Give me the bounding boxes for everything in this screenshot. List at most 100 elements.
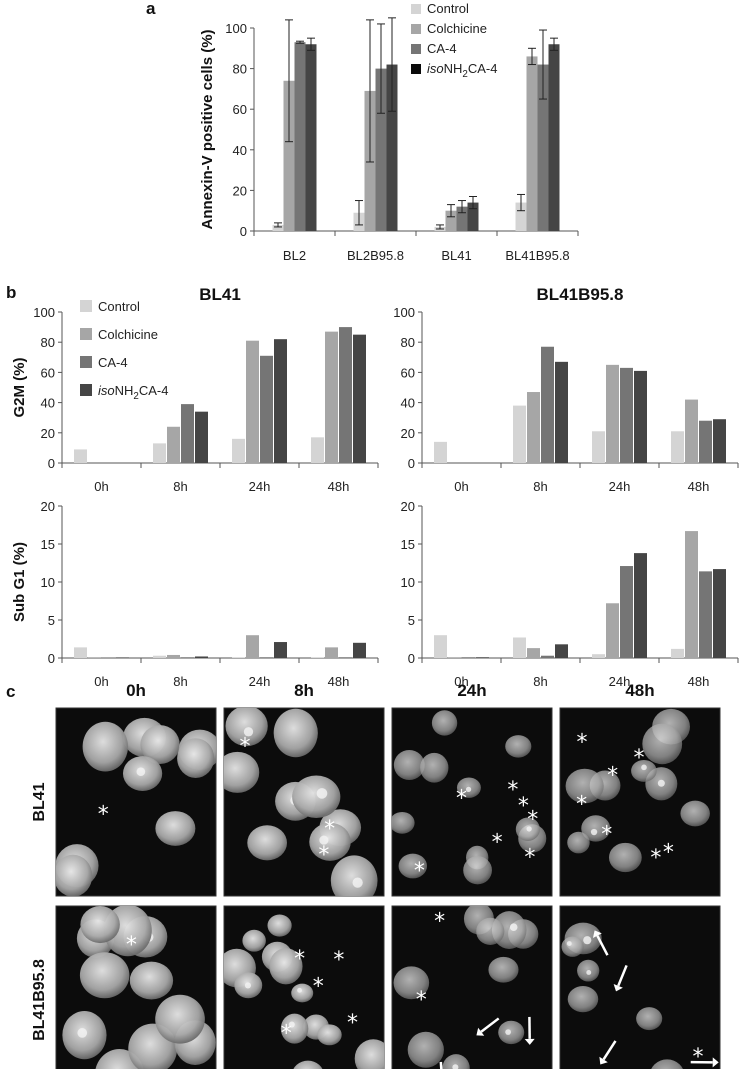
arrow-head <box>712 1057 719 1068</box>
cell-nucleus <box>79 952 130 999</box>
y-tick-label: 5 <box>48 613 55 628</box>
x-tick-label: 8h <box>173 479 187 494</box>
cell-nucleus <box>292 775 341 819</box>
cell-nucleus <box>80 906 120 944</box>
bar <box>434 441 447 463</box>
legend-swatch <box>80 356 92 368</box>
chart-g2m-bl41: 0 20 40 60 80 100 0h 8h 24h 48h BL41 G2M (%) <box>11 285 379 494</box>
asterisk-marker: * <box>524 846 535 871</box>
asterisk-marker: * <box>576 793 587 818</box>
y-tick-label: 20 <box>41 499 55 514</box>
x-tick-label: 48h <box>328 674 350 689</box>
legend-swatch <box>80 328 92 340</box>
asterisk-marker: * <box>492 831 503 856</box>
nucleolus <box>641 764 647 771</box>
y-tick-label: 0 <box>408 456 415 471</box>
bar <box>181 404 194 463</box>
asterisk-marker: * <box>281 1021 292 1046</box>
nucleolus <box>244 982 252 989</box>
x-tick-label: BL2 <box>283 248 306 263</box>
asterisk-marker: * <box>333 948 344 973</box>
y-tick-label: 40 <box>41 396 55 411</box>
panel-letter-a: a <box>146 0 156 18</box>
cell-nucleus <box>505 735 532 758</box>
nucleolus <box>526 826 532 832</box>
arrow-marker <box>602 1040 617 1061</box>
y-tick-label: 60 <box>401 365 415 380</box>
chart-title: BL41 <box>199 285 241 304</box>
y-tick-label: 100 <box>225 21 247 36</box>
bar <box>274 642 287 658</box>
cell-nucleus <box>309 822 351 861</box>
legend-label: Colchicine <box>427 21 487 36</box>
bar <box>434 635 447 658</box>
bar <box>467 202 479 231</box>
cell-nucleus <box>651 1059 683 1069</box>
x-tick-label: 8h <box>533 479 547 494</box>
legend-swatch <box>411 44 421 54</box>
cell-nucleus <box>177 738 215 778</box>
bar <box>339 657 352 658</box>
cell-nucleus <box>567 831 590 854</box>
y-tick-label: 20 <box>401 499 415 514</box>
arrow-head <box>476 1027 485 1036</box>
y-tick-label: 15 <box>401 537 415 552</box>
arrow-head <box>613 983 623 992</box>
y-tick-label: 15 <box>41 537 55 552</box>
asterisk-marker: * <box>240 734 251 759</box>
cell-nucleus <box>631 759 657 782</box>
legend-swatch <box>411 4 421 14</box>
cell-nucleus <box>398 853 428 879</box>
nucleolus <box>136 767 146 777</box>
x-tick-label: BL41 <box>441 248 471 263</box>
bar <box>232 438 245 463</box>
micrograph-cells: ******* <box>565 708 710 873</box>
cell-nucleus <box>82 721 129 772</box>
cell-nucleus <box>273 708 318 758</box>
micrograph-cells: *** <box>224 708 378 896</box>
bar <box>606 603 619 658</box>
bar <box>620 367 633 463</box>
bar <box>311 657 324 658</box>
micrograph-time-label: 24h <box>457 681 486 700</box>
cell-nucleus <box>636 1007 663 1031</box>
asterisk-marker: * <box>347 1011 358 1036</box>
nucleolus <box>505 1029 511 1035</box>
bar <box>153 443 166 463</box>
panel-letter-b: b <box>6 283 16 302</box>
y-tick-label: 10 <box>401 575 415 590</box>
y-tick-label: 0 <box>48 456 55 471</box>
y-tick-label: 60 <box>41 365 55 380</box>
cell-nucleus <box>442 1054 470 1069</box>
asterisk-marker: * <box>434 910 445 935</box>
x-tick-label: 24h <box>609 479 631 494</box>
legend-swatch <box>411 64 421 74</box>
bar <box>325 331 338 463</box>
cell-nucleus <box>225 708 268 747</box>
cell-nucleus <box>608 842 642 873</box>
cell-nucleus <box>56 854 93 896</box>
x-tick-label: 24h <box>249 674 271 689</box>
bar <box>325 647 338 658</box>
cell-nucleus <box>269 948 303 985</box>
bar <box>671 431 684 463</box>
x-tick-label: BL41B95.8 <box>505 248 569 263</box>
micrograph-cells: ******* <box>392 710 547 885</box>
bar <box>88 657 101 658</box>
nucleolus <box>583 936 592 945</box>
bar <box>274 339 287 463</box>
arrow-marker <box>596 935 609 956</box>
nucleolus <box>297 987 302 993</box>
y-axis-label: G2M (%) <box>11 357 28 417</box>
bar <box>294 42 306 232</box>
y-tick-label: 100 <box>393 305 415 320</box>
asterisk-marker: * <box>313 975 324 1000</box>
y-tick-label: 40 <box>233 143 247 158</box>
cell-nucleus <box>420 752 449 783</box>
nucleolus <box>590 828 598 836</box>
nucleolus <box>243 727 254 737</box>
bar <box>620 566 633 658</box>
micrograph-cells: * <box>62 906 216 1069</box>
